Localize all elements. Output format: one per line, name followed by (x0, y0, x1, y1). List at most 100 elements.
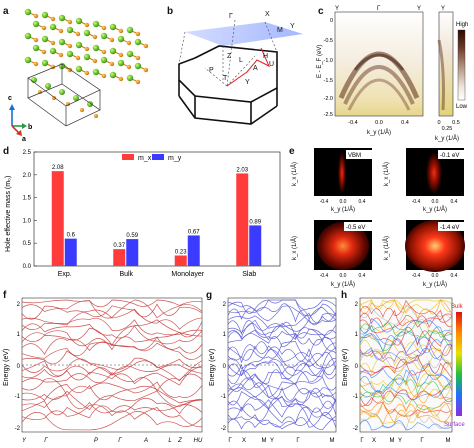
band-lines-f (21, 299, 203, 431)
crystal-structure-graphic: c b a (8, 8, 149, 142)
arpes-bands (338, 51, 420, 111)
orange-atom (126, 64, 132, 70)
g-ytick-4: -2 (221, 426, 227, 432)
ytick-0: 0 (330, 18, 333, 24)
g-xtick-1: X (242, 438, 246, 444)
brillouin-zone-graphic: Γ X M Y Z L A P T H U Y (178, 11, 303, 125)
band-line (359, 299, 453, 323)
panel-label-c: c (318, 6, 324, 17)
green-atom (117, 59, 125, 67)
band-line (21, 366, 203, 386)
ytick-4: -2.0 (324, 96, 333, 102)
band-line (21, 404, 203, 428)
map3-xt0: -0.4 (320, 273, 329, 279)
band-line (21, 378, 203, 398)
band-line (227, 384, 337, 403)
green-atom (134, 62, 142, 70)
green-atom (41, 11, 49, 19)
green-atom (49, 23, 57, 31)
projection-colorbar (456, 312, 462, 416)
cell-orange-atom (94, 114, 98, 118)
bar-ytick: 0.5 (23, 241, 32, 247)
band-line (21, 319, 203, 339)
bar-ytick: 1.5 (23, 196, 32, 202)
map1-xt2: 0.4 (359, 199, 366, 205)
band-line (21, 336, 203, 355)
bar-mx-0 (51, 171, 64, 266)
top-tick-y-left: Y (335, 6, 339, 12)
cell-orange-atom (80, 108, 84, 112)
bar-ytick: 1.0 (23, 218, 32, 224)
green-atom (75, 17, 83, 25)
h-ytick-2: 0 (355, 364, 359, 370)
legend-label-my: m_y (168, 155, 182, 162)
bar-value-label: 0.67 (188, 229, 200, 235)
g-xtick-0: Γ (228, 438, 232, 444)
panel-h-projected-bands: Bulk Surface 2 1 0 -1 -2 Energy (eV) Γ X… (340, 290, 474, 448)
xtick-right-0: 0 (437, 120, 440, 126)
bar-axes: 0.0 0.5 1.0 1.5 2.0 2.5 Exp. Bulk Monolayer Slab (23, 150, 281, 278)
f-ytick-3: -1 (15, 394, 21, 400)
arpes-xlabel-right: k_y (1/Å) (435, 135, 459, 142)
orange-atom (75, 55, 81, 61)
map4-xt1: 0.0 (432, 273, 439, 279)
band-line (359, 318, 453, 336)
orange-atom (84, 22, 90, 28)
map-xlabel-2: k_y (1/Å) (423, 206, 447, 213)
bar-ylabel: Hole effective mass (m₀) (5, 176, 12, 252)
bz-y-top: Y (290, 23, 295, 30)
bz-outline (178, 45, 278, 125)
h-xtick-3: Y (398, 438, 402, 444)
g-xtick-3: Y (270, 438, 274, 444)
panel-label-e: e (289, 146, 295, 157)
bar-value-label: 0.23 (175, 250, 187, 256)
band-h-yticks: 2 1 0 -1 -2 (353, 302, 359, 432)
f-ytick-0: 2 (17, 302, 21, 308)
green-atom (32, 20, 40, 28)
map-xlabel-4: k_y (1/Å) (423, 281, 447, 288)
bz-guides (178, 19, 278, 87)
f-xtick-6: Z (177, 438, 182, 444)
map-label-vbm: VBM (348, 153, 361, 159)
green-atom (100, 32, 108, 40)
green-atom (126, 50, 134, 58)
band-line (359, 408, 453, 424)
orange-atom (67, 19, 73, 25)
band-line (359, 324, 453, 346)
band-line (359, 299, 453, 315)
panel-b-brillouin-zone: Γ X M Y Z L A P T H U Y (165, 0, 315, 142)
green-atom (92, 20, 100, 28)
cell-green-atom (59, 89, 65, 95)
h-ytick-3: -1 (353, 394, 359, 400)
panel-label-h: h (341, 290, 348, 301)
band-line (359, 299, 453, 320)
ytick-3: -1.5 (324, 78, 333, 84)
panel-g-band-structure: 2 1 0 -1 -2 Energy (eV) Γ X M Y Γ M (206, 290, 340, 448)
band-line (227, 363, 337, 386)
bar-value-label: 2.08 (52, 165, 64, 171)
orange-atom (84, 46, 90, 52)
orange-atom (118, 28, 124, 34)
band-line (227, 303, 337, 323)
band-line (227, 305, 337, 325)
band-line (21, 390, 203, 410)
bar-mx-2 (174, 255, 187, 266)
f-ytick-1: 1 (17, 332, 21, 338)
band-lines-g (227, 299, 337, 431)
colorbar-high: High (456, 22, 468, 28)
band-line (359, 356, 453, 378)
bz-gamma-top: Γ (229, 13, 233, 20)
bz-h-label: H (263, 53, 268, 60)
ytick-2: -1.0 (324, 58, 333, 64)
orange-atom (135, 79, 141, 85)
map-xlabel-3: k_y (1/Å) (331, 281, 355, 288)
band-line (359, 363, 453, 383)
f-xtick-7: HU (194, 438, 203, 444)
bar-value-label: 0.59 (126, 233, 138, 239)
h-ytick-4: -2 (353, 426, 359, 432)
map-ylabel-2: k_x (1/Å) (383, 162, 390, 186)
f-ytick-2: 0 (17, 364, 21, 370)
h-xtick-2: M (390, 438, 395, 444)
panel-label-a: a (3, 6, 9, 17)
